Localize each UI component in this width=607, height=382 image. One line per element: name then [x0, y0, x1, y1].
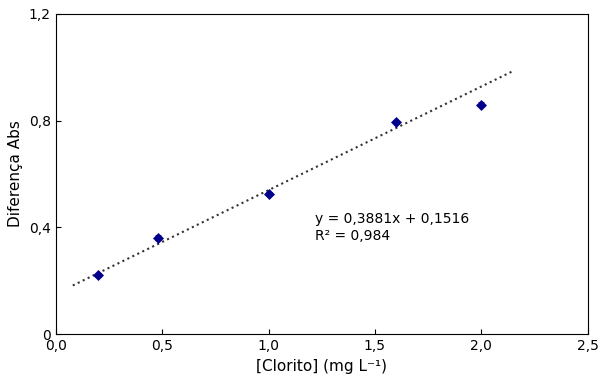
- Y-axis label: Diferença Abs: Diferença Abs: [8, 121, 23, 227]
- Text: y = 0,3881x + 0,1516
R² = 0,984: y = 0,3881x + 0,1516 R² = 0,984: [316, 212, 470, 243]
- X-axis label: [Clorito] (mg L⁻¹): [Clorito] (mg L⁻¹): [256, 359, 387, 374]
